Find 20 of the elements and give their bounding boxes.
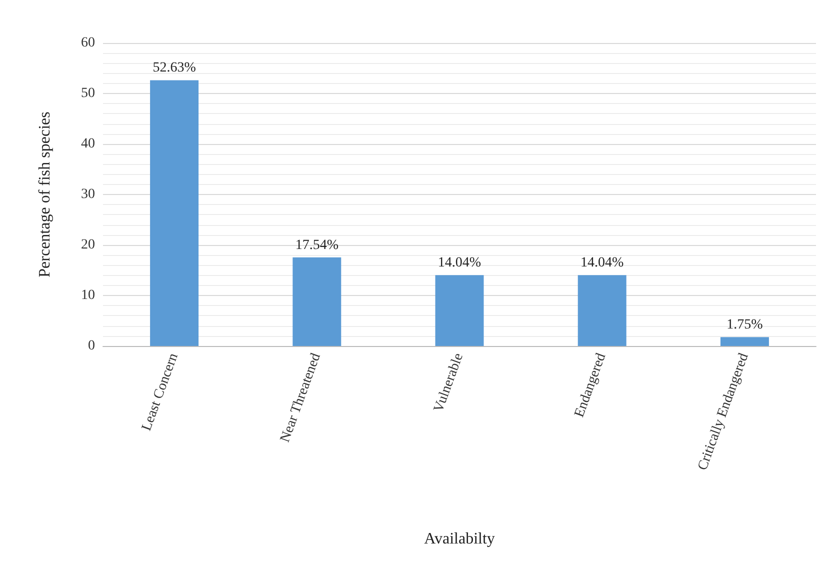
data-label: 1.75% <box>726 318 764 333</box>
y-tick-label: 10 <box>81 288 95 303</box>
data-label: 14.04% <box>580 256 624 271</box>
y-tick-label: 20 <box>81 238 95 252</box>
y-axis-title: Percentage of fish species <box>36 112 54 278</box>
bar <box>292 257 342 346</box>
y-tick-label: 40 <box>81 136 95 152</box>
bar <box>150 80 199 346</box>
x-axis-title: Availabilty <box>424 530 495 548</box>
y-tick-label: 30 <box>81 187 95 202</box>
data-label: 52.63% <box>152 60 196 76</box>
data-label: 17.54% <box>295 238 339 253</box>
y-tick-label: 60 <box>81 36 95 50</box>
bar <box>435 275 484 346</box>
bar <box>720 337 769 346</box>
data-label: 14.04% <box>438 256 482 271</box>
y-tick-label: 50 <box>81 86 95 101</box>
bar <box>578 275 626 346</box>
x-tick-label: Least Concern <box>139 351 182 433</box>
y-tick-label: 0 <box>88 338 95 354</box>
